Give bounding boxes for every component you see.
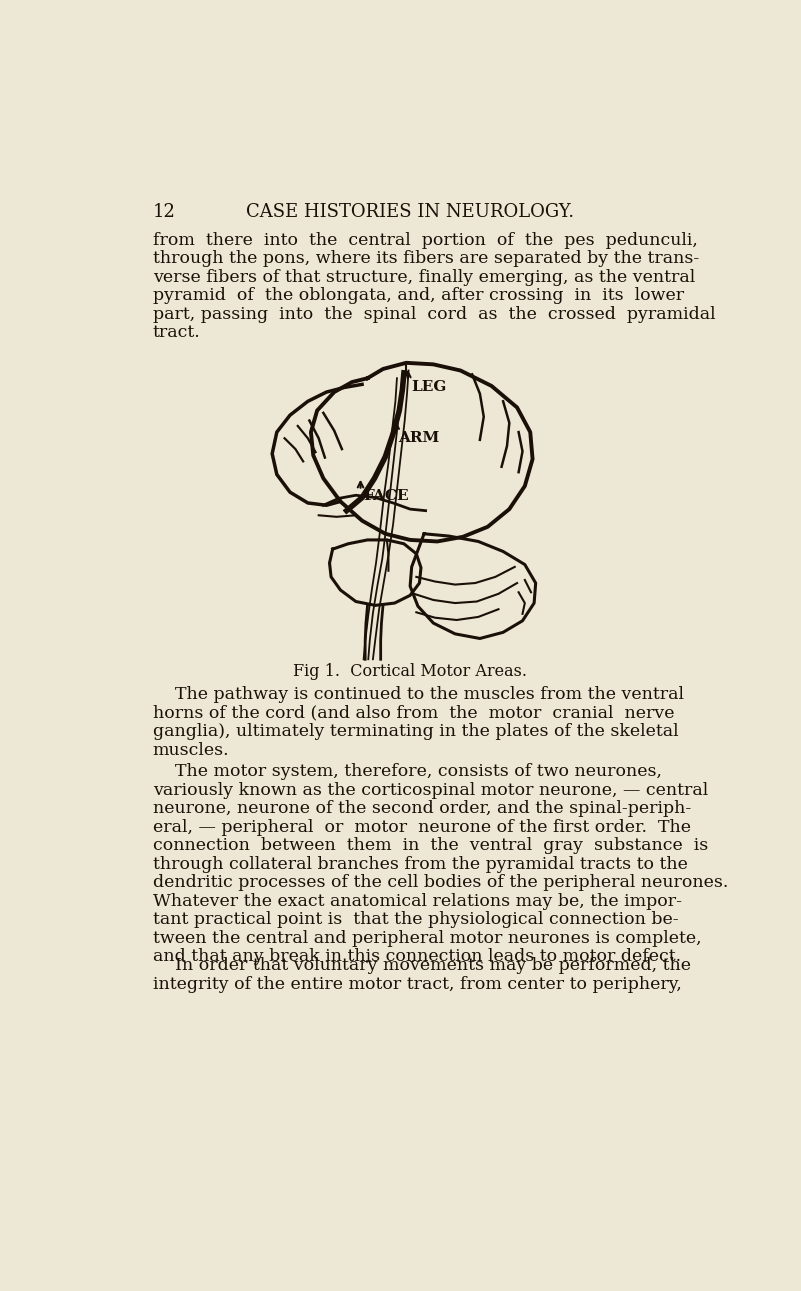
Text: 12: 12 bbox=[153, 203, 175, 221]
Text: verse fibers of that structure, finally emerging, as the ventral: verse fibers of that structure, finally … bbox=[153, 269, 695, 285]
Text: part, passing  into  the  spinal  cord  as  the  crossed  pyramidal: part, passing into the spinal cord as th… bbox=[153, 306, 715, 323]
Text: horns of the cord (and also from  the  motor  cranial  nerve: horns of the cord (and also from the mot… bbox=[153, 705, 674, 722]
Text: variously known as the corticospinal motor neurone, — central: variously known as the corticospinal mot… bbox=[153, 781, 708, 799]
Text: integrity of the entire motor tract, from center to periphery,: integrity of the entire motor tract, fro… bbox=[153, 976, 682, 993]
Text: Whatever the exact anatomical relations may be, the impor-: Whatever the exact anatomical relations … bbox=[153, 892, 682, 910]
Text: through the pons, where its fibers are separated by the trans-: through the pons, where its fibers are s… bbox=[153, 250, 699, 267]
Text: connection  between  them  in  the  ventral  gray  substance  is: connection between them in the ventral g… bbox=[153, 837, 708, 855]
Text: The motor system, therefore, consists of two neurones,: The motor system, therefore, consists of… bbox=[153, 763, 662, 780]
Text: tract.: tract. bbox=[153, 324, 200, 341]
Text: tween the central and peripheral motor neurones is complete,: tween the central and peripheral motor n… bbox=[153, 930, 702, 946]
Text: Fig 1.  Cortical Motor Areas.: Fig 1. Cortical Motor Areas. bbox=[293, 664, 527, 680]
Text: through collateral branches from the pyramidal tracts to the: through collateral branches from the pyr… bbox=[153, 856, 688, 873]
Text: pyramid  of  the oblongata, and, after crossing  in  its  lower: pyramid of the oblongata, and, after cro… bbox=[153, 288, 684, 305]
Text: LEG: LEG bbox=[411, 380, 446, 394]
Text: from  there  into  the  central  portion  of  the  pes  pedunculi,: from there into the central portion of t… bbox=[153, 232, 698, 249]
Text: eral, — peripheral  or  motor  neurone of the first order.  The: eral, — peripheral or motor neurone of t… bbox=[153, 818, 690, 835]
Text: CASE HISTORIES IN NEUROLOGY.: CASE HISTORIES IN NEUROLOGY. bbox=[246, 203, 574, 221]
Text: ARM: ARM bbox=[399, 431, 440, 444]
Text: muscles.: muscles. bbox=[153, 741, 229, 759]
Text: In order that voluntary movements may be performed, the: In order that voluntary movements may be… bbox=[153, 957, 690, 975]
Text: neurone, neurone of the second order, and the spinal-periph-: neurone, neurone of the second order, an… bbox=[153, 800, 691, 817]
Text: dendritic processes of the cell bodies of the peripheral neurones.: dendritic processes of the cell bodies o… bbox=[153, 874, 728, 891]
Text: FACE: FACE bbox=[364, 489, 409, 503]
Text: tant practical point is  that the physiological connection be-: tant practical point is that the physiol… bbox=[153, 911, 678, 928]
Text: and that any break in this connection leads to motor defect.: and that any break in this connection le… bbox=[153, 948, 681, 964]
Text: ganglia), ultimately terminating in the plates of the skeletal: ganglia), ultimately terminating in the … bbox=[153, 723, 678, 740]
Text: The pathway is continued to the muscles from the ventral: The pathway is continued to the muscles … bbox=[153, 687, 684, 704]
